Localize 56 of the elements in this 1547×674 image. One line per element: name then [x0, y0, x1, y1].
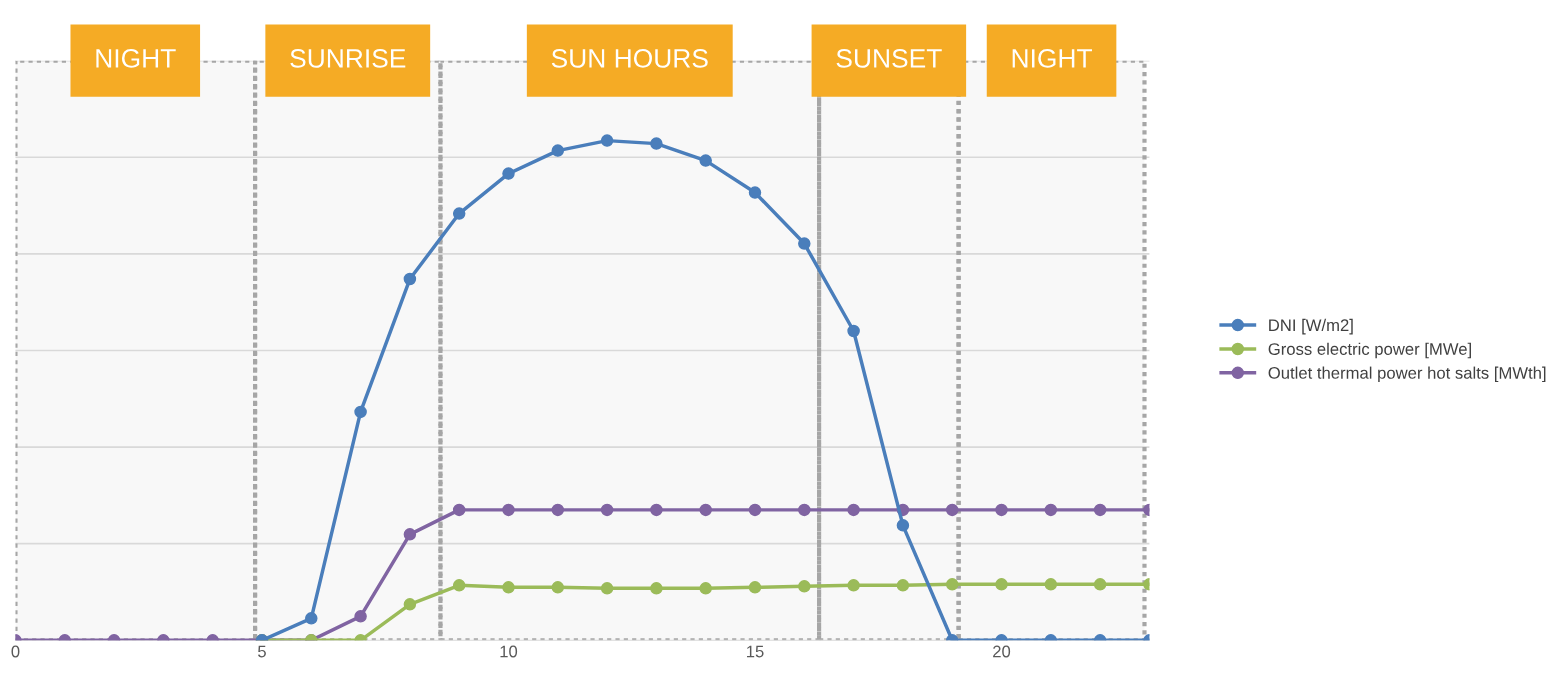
legend-label: DNI [W/m2] — [1269, 318, 1353, 335]
point — [1044, 503, 1058, 517]
point — [452, 579, 466, 592]
band-label: NIGHT — [1012, 49, 1092, 68]
band-label: SUNSET — [836, 49, 942, 68]
point — [1044, 578, 1058, 591]
point — [847, 579, 860, 592]
point — [995, 503, 1008, 517]
band-label: NIGHT — [96, 49, 176, 68]
point — [650, 503, 663, 517]
point — [945, 503, 959, 517]
point — [403, 272, 417, 286]
x-tick-label: 10 — [500, 645, 518, 658]
point — [748, 186, 762, 199]
point — [502, 581, 515, 594]
band-label: SUN HOURS — [551, 49, 708, 68]
point — [403, 598, 417, 611]
point — [502, 503, 515, 517]
point — [600, 503, 614, 517]
x-tick-label: 0 — [11, 645, 20, 658]
x-tick-label: 5 — [258, 645, 266, 658]
point — [798, 580, 811, 593]
point — [945, 578, 959, 591]
point — [699, 154, 712, 167]
point — [551, 581, 565, 594]
point — [551, 503, 565, 517]
point — [1093, 503, 1107, 517]
point — [699, 503, 712, 517]
point — [798, 237, 811, 250]
point — [650, 137, 663, 150]
point — [748, 503, 762, 517]
point — [847, 503, 860, 517]
point — [748, 581, 762, 594]
point — [1093, 578, 1107, 591]
point — [699, 582, 712, 595]
point — [305, 612, 318, 625]
point — [798, 503, 811, 517]
point — [551, 144, 565, 157]
point — [896, 579, 910, 592]
point — [600, 134, 614, 147]
point — [354, 405, 367, 419]
legend-label: Gross electric power [MWe] — [1268, 342, 1471, 359]
point — [403, 528, 417, 541]
point — [354, 610, 367, 623]
point — [847, 324, 860, 338]
x-tick-label: 15 — [747, 645, 764, 658]
x-tick-label: 20 — [993, 645, 1011, 658]
point — [452, 207, 466, 220]
point — [896, 519, 910, 532]
point — [502, 167, 515, 180]
point — [452, 503, 466, 517]
point — [995, 578, 1008, 591]
band-label: SUNRISE — [290, 49, 406, 68]
point — [650, 582, 663, 595]
legend-label: Outlet thermal power hot salts [MWth] — [1268, 366, 1546, 383]
point — [600, 582, 614, 595]
